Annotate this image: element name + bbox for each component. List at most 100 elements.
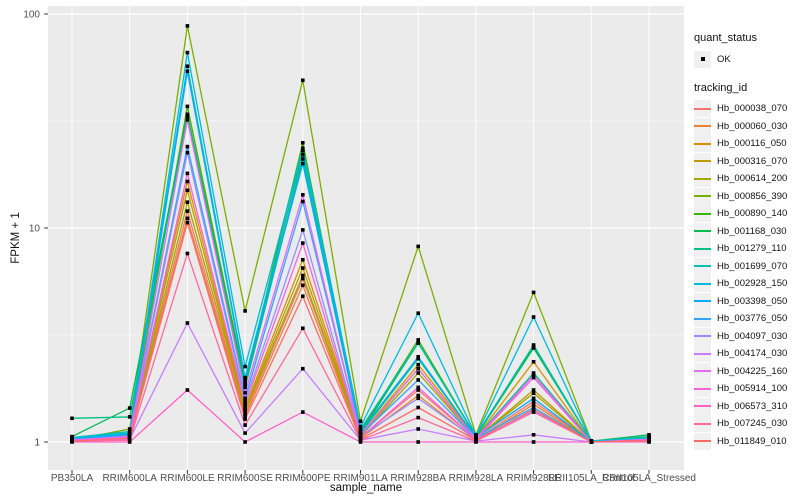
data-point <box>358 419 363 424</box>
data-point <box>358 429 363 434</box>
x-axis-title: sample_name <box>329 482 403 494</box>
data-point <box>416 341 420 345</box>
data-point <box>243 402 247 407</box>
legend-entry: Hb_000060_030 <box>694 117 798 135</box>
data-point <box>243 396 247 401</box>
legend-entry: Hb_005914_100 <box>694 380 798 397</box>
legend-key <box>694 362 711 380</box>
data-point <box>243 405 247 410</box>
legend-entry-label: Hb_004225_160 <box>717 365 788 377</box>
legend-key <box>694 187 711 205</box>
legend-key-line-icon <box>694 247 711 250</box>
data-point <box>243 375 247 380</box>
data-point <box>416 371 420 375</box>
data-point <box>531 388 536 392</box>
legend-key <box>694 257 711 275</box>
legend-entry: Hb_011849_010 <box>694 432 798 450</box>
data-point <box>185 188 190 193</box>
data-point <box>243 431 247 435</box>
legend-entry: Hb_000038_070 <box>694 100 798 117</box>
data-point <box>531 290 536 295</box>
legend-entry: Hb_001699_070 <box>694 257 798 275</box>
data-point <box>243 414 247 418</box>
data-point <box>185 171 190 176</box>
data-point <box>243 309 247 313</box>
legend-entry-label: Hb_011849_010 <box>717 435 787 447</box>
data-point <box>185 251 190 256</box>
legend-entry: Hb_004174_030 <box>694 345 798 362</box>
legend-key <box>694 397 711 415</box>
x-tick-label: RRII105LA_Control <box>548 473 635 484</box>
data-point <box>185 118 190 122</box>
x-tick-label: RRIM600LA <box>102 473 157 484</box>
data-point <box>301 294 305 298</box>
data-point <box>301 141 305 145</box>
legend-entry: Hb_000890_140 <box>694 205 798 222</box>
x-tick-label: PB350LA <box>51 473 94 484</box>
data-point <box>243 399 247 404</box>
data-point <box>531 346 536 350</box>
data-point <box>416 311 420 315</box>
data-point <box>531 371 536 375</box>
legend-entry: Hb_000316_070 <box>694 152 798 170</box>
legend-key <box>694 310 711 327</box>
legend-key <box>694 152 711 170</box>
y-tick-label: 1 <box>34 438 40 449</box>
legend-key-line-icon <box>694 142 711 145</box>
legend-key <box>694 100 711 117</box>
legend-entry: Hb_003398_050 <box>694 292 798 310</box>
data-point <box>243 390 247 395</box>
x-tick-label: RRIM600SE <box>217 473 273 484</box>
legend-entry-label: Hb_000890_140 <box>717 208 788 219</box>
x-tick-label: RRIM600LE <box>160 473 215 484</box>
data-point <box>531 315 536 319</box>
legend-key <box>694 117 711 135</box>
legend-entry-label: Hb_000614_200 <box>717 173 788 184</box>
legend-key-line-icon <box>694 335 711 337</box>
legend-key <box>694 222 711 240</box>
legend-title-quant-status: quant_status <box>694 32 757 44</box>
data-point <box>243 380 247 385</box>
data-point <box>416 378 420 382</box>
data-point <box>301 410 305 414</box>
legend-entry: Hb_007245_030 <box>694 415 798 432</box>
legend-key-line-icon <box>694 107 711 110</box>
data-point <box>301 283 305 288</box>
data-point <box>185 112 190 117</box>
data-point <box>531 375 536 380</box>
legend-key <box>694 205 711 222</box>
data-point <box>185 24 190 28</box>
data-point <box>301 161 305 166</box>
data-point <box>358 424 363 429</box>
legend-entry: Hb_000116_050 <box>694 135 798 152</box>
x-tick-label: RRIM928LE <box>506 473 561 484</box>
legend-entry-label: OK <box>717 53 731 65</box>
data-point <box>416 427 420 431</box>
data-point <box>531 391 536 395</box>
data-point <box>185 388 190 392</box>
legend-key-line-icon <box>694 230 711 232</box>
data-point <box>301 276 305 281</box>
data-point <box>416 366 420 371</box>
data-point <box>185 50 190 55</box>
legend-entry-label: Hb_000116_050 <box>717 138 787 149</box>
plot-panel <box>48 6 684 470</box>
legend-tracking-id-entries: Hb_000038_070 Hb_000060_030 Hb_000116_050 H… <box>694 100 798 450</box>
data-point <box>416 355 420 359</box>
legend-entry-label: Hb_006573_310 <box>717 400 788 412</box>
data-point <box>416 396 420 401</box>
data-point <box>185 104 190 109</box>
point-marker-icon <box>700 57 705 61</box>
legend-entry: Hb_004097_030 <box>694 327 798 345</box>
data-point <box>531 440 536 444</box>
data-point <box>243 423 247 427</box>
data-point <box>416 244 420 249</box>
data-point <box>185 179 190 184</box>
data-point <box>301 148 305 153</box>
legend-key-line-icon <box>694 352 711 355</box>
legend-entry: Hb_002928_150 <box>694 275 798 292</box>
data-point <box>416 356 420 361</box>
legend-entry: Hb_004225_160 <box>694 362 798 380</box>
data-point <box>531 410 536 414</box>
